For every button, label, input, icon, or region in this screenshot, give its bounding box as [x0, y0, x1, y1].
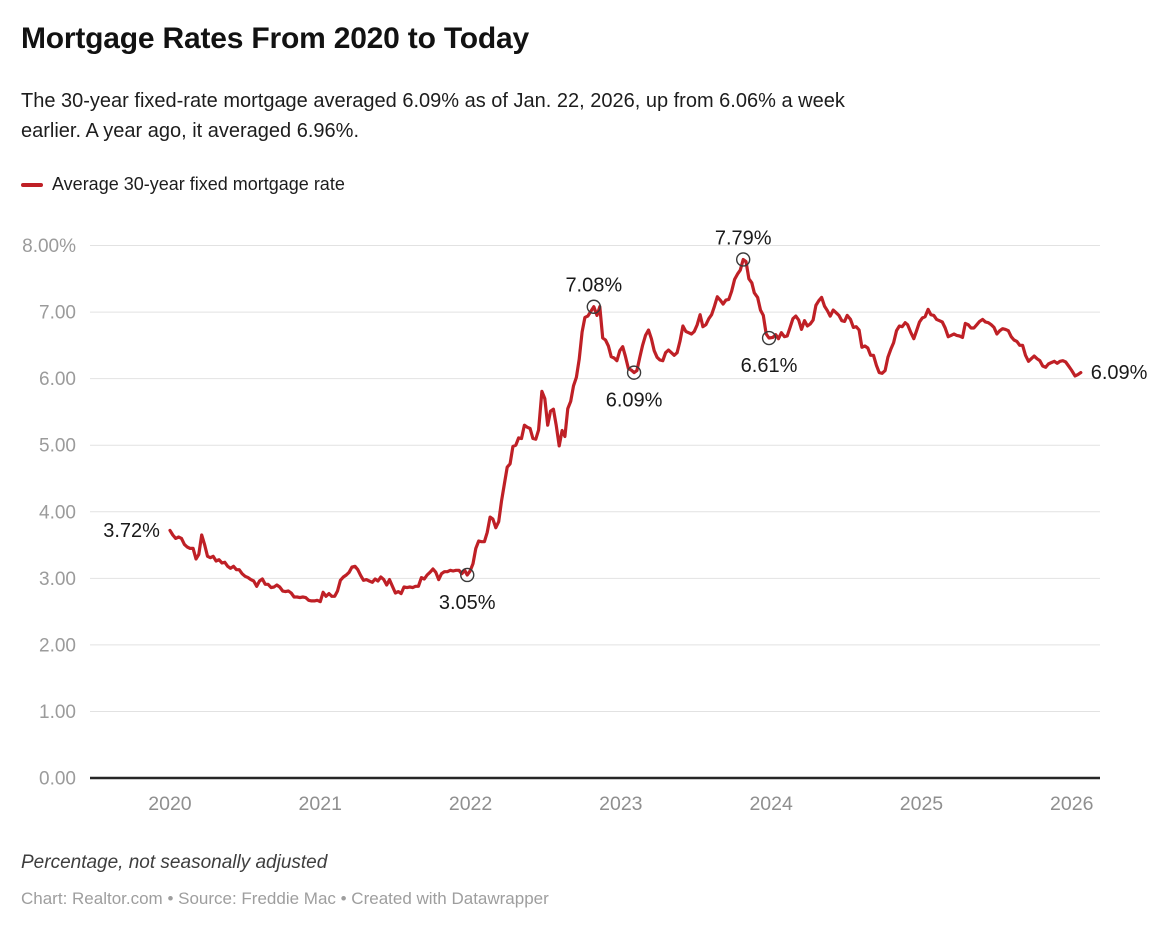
annotation-marker-3.05% [460, 567, 475, 583]
x-tick-label-2024: 2024 [749, 793, 793, 815]
y-tick-label-2.00: 2.00 [39, 635, 76, 656]
y-tick-label-0.00: 0.00 [39, 769, 76, 790]
y-tick-label-6.00: 6.00 [39, 369, 76, 390]
footnote: Percentage, not seasonally adjusted [21, 852, 328, 873]
annotation-label-6.09%: 6.09% [1091, 362, 1148, 384]
x-tick-label-2021: 2021 [299, 793, 342, 815]
y-tick-label-5.00: 5.00 [39, 436, 76, 457]
x-tick-label-2025: 2025 [900, 793, 944, 815]
annotation-marker-6.61% [761, 330, 777, 346]
chart-subtitle: The 30-year fixed-rate mortgage averaged… [21, 86, 845, 146]
annotation-label-3.05%: 3.05% [439, 592, 496, 614]
x-tick-label-2020: 2020 [148, 793, 192, 815]
legend-line-swatch [21, 182, 43, 187]
y-tick-label-4.00: 4.00 [39, 502, 76, 523]
chart-subtitle-line1: The 30-year fixed-rate mortgage averaged… [21, 90, 845, 112]
legend: Average 30-year fixed mortgage rate [21, 174, 345, 195]
chart-title: Mortgage Rates From 2020 to Today [21, 22, 529, 55]
legend-label: Average 30-year fixed mortgage rate [52, 174, 345, 194]
y-tick-label-8.00%: 8.00% [22, 236, 76, 257]
x-tick-label-2026: 2026 [1050, 793, 1093, 815]
annotation-label-6.09%: 6.09% [606, 390, 663, 412]
x-tick-label-2023: 2023 [599, 793, 642, 815]
annotation-label-3.72%: 3.72% [103, 520, 160, 542]
rate-line [168, 257, 1083, 604]
annotation-label-7.79%: 7.79% [715, 227, 772, 249]
credits-line: Chart: Realtor.com • Source: Freddie Mac… [21, 889, 549, 908]
chart-subtitle-line2: earlier. A year ago, it averaged 6.96%. [21, 120, 359, 142]
y-tick-label-3.00: 3.00 [39, 569, 76, 590]
annotation-label-7.08%: 7.08% [565, 275, 622, 297]
annotation-marker-6.09% [626, 365, 642, 380]
y-tick-label-1.00: 1.00 [39, 702, 76, 723]
annotation-label-6.61%: 6.61% [741, 355, 798, 377]
y-tick-label-7.00: 7.00 [39, 303, 76, 324]
x-tick-label-2022: 2022 [449, 793, 492, 815]
annotation-marker-7.08% [586, 299, 601, 314]
annotation-marker-7.79% [735, 252, 751, 267]
